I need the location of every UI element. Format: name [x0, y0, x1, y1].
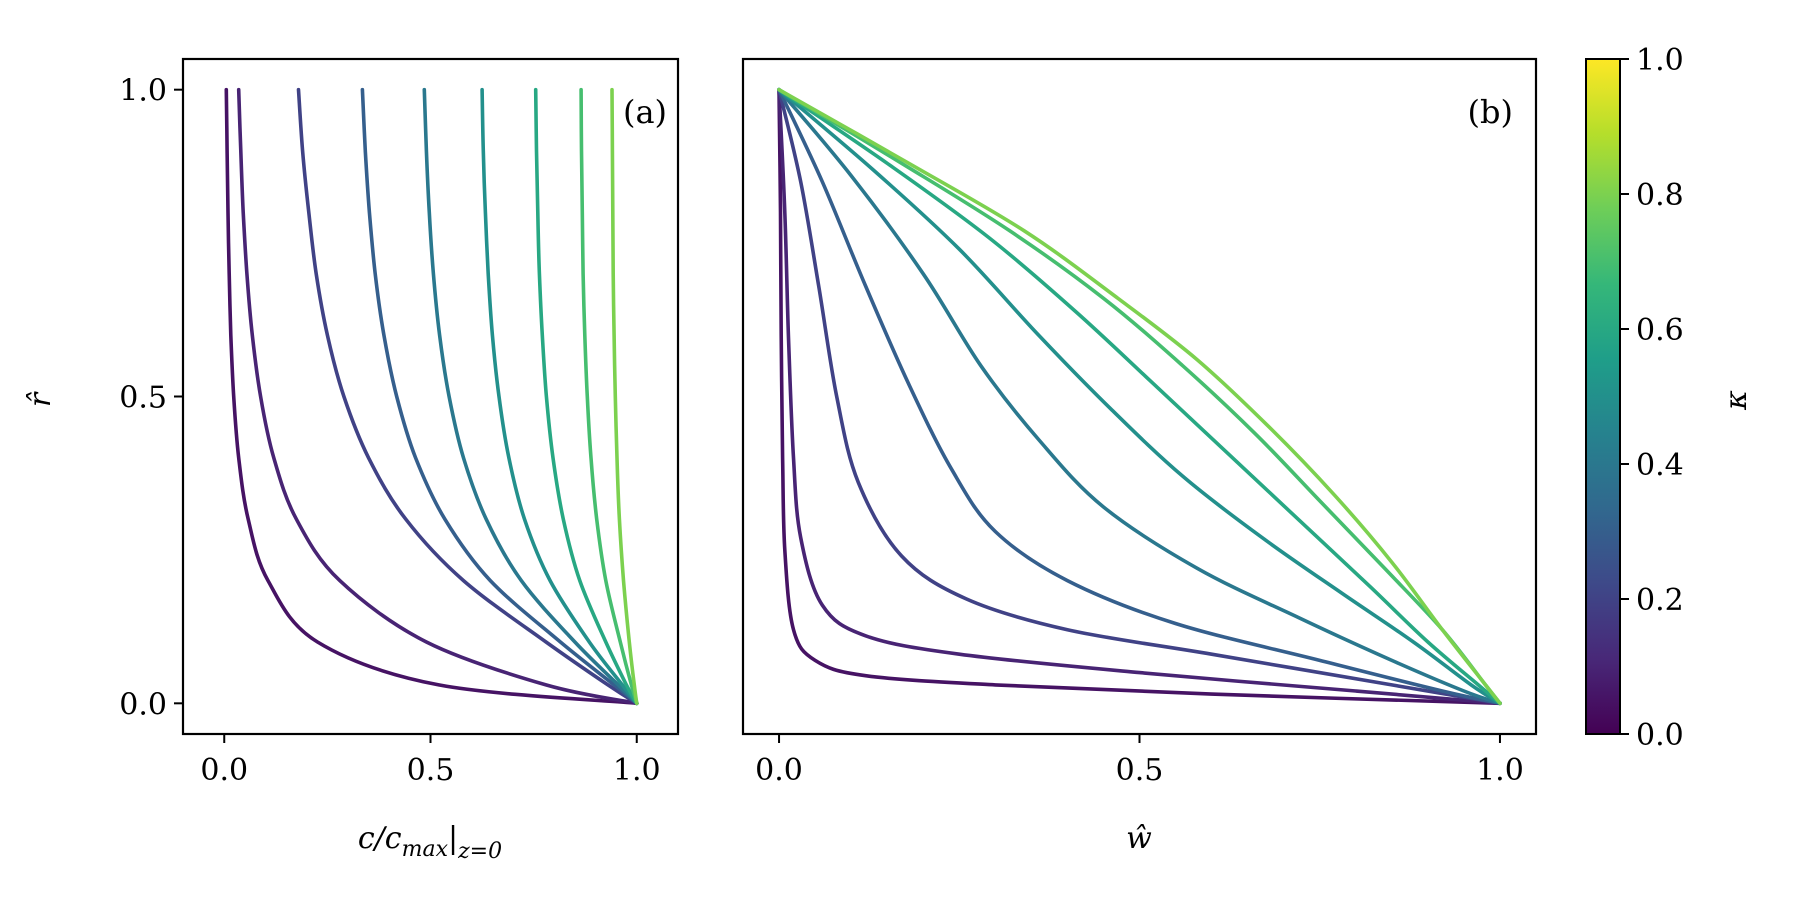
colorbar-gradient: [1585, 58, 1621, 735]
curve-a-2: [236, 87, 639, 706]
x-tick-label-b: 0.5: [1116, 753, 1164, 788]
curve-a-6: [480, 87, 639, 706]
x-tick-label-a: 1.0: [613, 753, 661, 788]
panel-label-a: (a): [623, 93, 667, 131]
curve-a-5: [422, 87, 639, 706]
x-tick-label-a: 0.5: [407, 753, 455, 788]
curve-b-9: [777, 87, 1502, 706]
curve-a-8: [579, 87, 639, 706]
curves-a: [224, 87, 639, 706]
axes-frame-a: [181, 57, 680, 736]
curve-b-2: [777, 87, 1502, 706]
curve-b-5: [777, 87, 1502, 706]
colorbar-tick-label: 0.2: [1636, 583, 1684, 618]
x-axis-label-a: c/cmax|z=0: [358, 821, 502, 864]
x-ticks-a: 0.0 0.5 1.0: [200, 734, 661, 788]
y-tick-label-a: 0.5: [119, 381, 167, 416]
x-tick-label-b: 0.0: [755, 753, 803, 788]
colorbar-tick-label: 0.6: [1636, 313, 1684, 348]
curve-a-1: [224, 87, 639, 706]
x-ticks-b: 0.0 0.5 1.0: [755, 734, 1524, 788]
curve-b-6: [777, 87, 1502, 706]
curve-b-7: [777, 87, 1502, 706]
curves-b: [777, 87, 1502, 706]
panel-label-b: (b): [1468, 93, 1513, 131]
colorbar-ticks: 0.0 0.2 0.4 0.6 0.8 1.0: [1620, 43, 1684, 753]
y-axis-label-a: r̂: [23, 391, 58, 407]
colorbar-label: κ: [1719, 390, 1754, 411]
curve-b-4: [777, 87, 1502, 706]
colorbar-tick-label: 0.0: [1636, 718, 1684, 753]
colorbar-tick-label: 0.4: [1636, 448, 1684, 483]
colorbar-tick-label: 0.8: [1636, 178, 1684, 213]
curve-a-4: [360, 87, 639, 706]
colorbar: 0.0 0.2 0.4 0.6 0.8 1.0 κ: [1585, 43, 1754, 753]
y-tick-label-a: 1.0: [119, 74, 167, 109]
curve-a-7: [533, 87, 639, 706]
colorbar-tick-label: 1.0: [1636, 43, 1684, 78]
panel-a: 0.0 0.5 1.0 0.0 0.5 1.0 (a) c/cmax|z=0 r̂: [23, 57, 680, 864]
curve-a-9: [610, 87, 639, 706]
curve-b-1: [777, 87, 1502, 706]
y-ticks-a: 0.0 0.5 1.0: [119, 74, 183, 722]
panel-b: 0.0 0.5 1.0 (b) ŵ: [741, 57, 1538, 856]
x-tick-label-b: 1.0: [1476, 753, 1524, 788]
y-tick-label-a: 0.0: [119, 687, 167, 722]
x-tick-label-a: 0.0: [200, 753, 248, 788]
curve-b-3: [777, 87, 1502, 706]
x-axis-label-b: ŵ: [1126, 821, 1152, 856]
curve-a-3: [296, 87, 639, 706]
